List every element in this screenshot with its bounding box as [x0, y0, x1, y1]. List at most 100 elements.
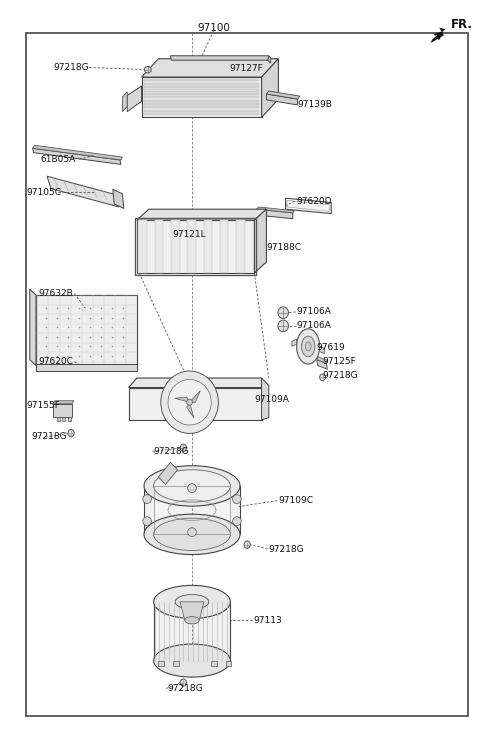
Text: 97100: 97100	[197, 23, 230, 33]
Polygon shape	[53, 404, 72, 417]
Polygon shape	[320, 346, 324, 354]
Polygon shape	[187, 402, 194, 418]
Polygon shape	[144, 103, 259, 105]
Polygon shape	[268, 56, 271, 63]
Polygon shape	[317, 357, 328, 363]
Ellipse shape	[188, 484, 196, 493]
Ellipse shape	[168, 379, 211, 425]
Text: FR.: FR.	[451, 18, 473, 31]
Text: 97632B: 97632B	[38, 289, 73, 298]
Polygon shape	[190, 390, 200, 402]
Ellipse shape	[297, 329, 320, 364]
Polygon shape	[127, 86, 142, 112]
Polygon shape	[204, 220, 212, 273]
Polygon shape	[287, 200, 329, 211]
Text: 97139B: 97139B	[298, 100, 333, 109]
Polygon shape	[30, 289, 36, 366]
Polygon shape	[158, 462, 178, 484]
Text: 97218G: 97218G	[53, 63, 89, 72]
Polygon shape	[211, 661, 217, 666]
Polygon shape	[266, 94, 298, 105]
Polygon shape	[187, 220, 196, 273]
Polygon shape	[129, 378, 262, 388]
Ellipse shape	[187, 399, 192, 405]
Polygon shape	[68, 417, 71, 421]
Polygon shape	[142, 77, 262, 117]
Text: 97109C: 97109C	[278, 496, 313, 505]
Ellipse shape	[278, 307, 288, 319]
Polygon shape	[144, 96, 259, 98]
Polygon shape	[33, 145, 122, 160]
Ellipse shape	[180, 679, 186, 686]
Ellipse shape	[185, 617, 199, 624]
Text: 97121L: 97121L	[173, 230, 206, 239]
Text: 97218G: 97218G	[269, 545, 304, 553]
Polygon shape	[137, 220, 254, 273]
Polygon shape	[113, 189, 124, 208]
Polygon shape	[36, 364, 137, 371]
Ellipse shape	[154, 518, 230, 550]
Text: 97127F: 97127F	[229, 64, 263, 73]
Polygon shape	[57, 417, 60, 421]
Polygon shape	[144, 109, 259, 112]
Polygon shape	[53, 401, 74, 404]
Polygon shape	[36, 295, 137, 366]
Polygon shape	[292, 339, 297, 346]
Polygon shape	[262, 378, 269, 420]
Polygon shape	[142, 59, 278, 77]
Ellipse shape	[143, 495, 151, 504]
Text: 97218G: 97218G	[154, 447, 189, 456]
Polygon shape	[144, 486, 240, 534]
Ellipse shape	[143, 517, 151, 526]
Polygon shape	[144, 86, 259, 88]
Polygon shape	[154, 602, 230, 661]
Text: 61B05A: 61B05A	[41, 155, 76, 164]
Ellipse shape	[233, 517, 241, 526]
Text: 97109A: 97109A	[254, 395, 289, 404]
Polygon shape	[266, 91, 300, 99]
Polygon shape	[155, 220, 163, 273]
Ellipse shape	[144, 67, 151, 73]
Polygon shape	[175, 397, 190, 402]
Polygon shape	[236, 220, 245, 273]
Ellipse shape	[144, 514, 240, 555]
Ellipse shape	[180, 444, 186, 451]
Ellipse shape	[154, 470, 230, 502]
Text: 97620D: 97620D	[297, 197, 332, 206]
Text: 97218G: 97218G	[323, 371, 358, 380]
Polygon shape	[138, 220, 147, 273]
Ellipse shape	[233, 495, 241, 504]
Ellipse shape	[305, 342, 311, 351]
Text: 97106A: 97106A	[297, 308, 332, 316]
Polygon shape	[144, 90, 259, 92]
Polygon shape	[257, 209, 293, 219]
Text: 97218G: 97218G	[167, 684, 203, 693]
Polygon shape	[180, 602, 204, 620]
Ellipse shape	[320, 374, 325, 380]
Text: 97619: 97619	[317, 343, 346, 352]
Polygon shape	[171, 220, 180, 273]
Polygon shape	[144, 83, 259, 85]
Polygon shape	[220, 220, 228, 273]
Text: 97188C: 97188C	[266, 243, 301, 252]
Polygon shape	[254, 209, 266, 273]
Ellipse shape	[244, 541, 251, 548]
Polygon shape	[431, 28, 445, 43]
Text: 97218G: 97218G	[31, 432, 67, 441]
Polygon shape	[129, 388, 262, 420]
Text: 97620C: 97620C	[38, 357, 73, 366]
Text: 97106A: 97106A	[297, 321, 332, 330]
Ellipse shape	[154, 586, 230, 618]
Polygon shape	[173, 661, 179, 666]
Polygon shape	[62, 417, 65, 421]
Polygon shape	[144, 92, 259, 95]
Ellipse shape	[175, 595, 209, 609]
Polygon shape	[317, 360, 327, 369]
Polygon shape	[262, 59, 278, 117]
Ellipse shape	[188, 528, 196, 537]
Polygon shape	[144, 100, 259, 102]
Text: 97125F: 97125F	[323, 357, 356, 366]
Ellipse shape	[68, 429, 74, 437]
Text: 97105C: 97105C	[26, 188, 61, 197]
Polygon shape	[257, 207, 294, 213]
